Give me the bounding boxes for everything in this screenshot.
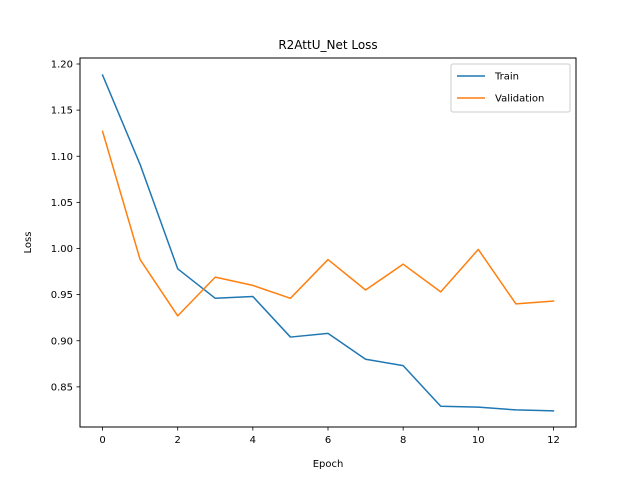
y-tick-label: 0.90 [51, 336, 73, 347]
x-tick-label: 4 [250, 435, 256, 446]
x-axis-label: Epoch [313, 459, 344, 470]
legend: Train Validation [450, 63, 571, 113]
x-tick-label: 6 [325, 435, 331, 446]
x-tick-label: 2 [175, 435, 181, 446]
y-tick-label: 1.10 [51, 152, 73, 163]
legend-items: Train Validation [457, 72, 544, 105]
series-line-validation [101, 130, 555, 317]
y-axis-label: Loss [23, 232, 34, 254]
plot-area: 0 2 4 6 8 10 12 0.85 0.90 0.95 1.00 1.05 1.10 1.15 1.… [51, 57, 577, 446]
series-line-train [101, 74, 555, 412]
y-axis-ticks: 0.85 0.90 0.95 1.00 1.05 1.10 1.15 1.20 [51, 60, 80, 393]
y-tick-label: 0.85 [51, 382, 73, 393]
y-tick-label: 1.20 [51, 60, 73, 71]
y-tick-label: 0.95 [51, 290, 73, 301]
y-tick-label: 1.15 [51, 106, 73, 117]
legend-label-train: Train [494, 72, 519, 83]
series-layer [101, 74, 555, 412]
x-tick-label: 8 [400, 435, 406, 446]
x-tick-label: 12 [547, 435, 560, 446]
x-tick-label: 0 [99, 435, 105, 446]
y-tick-label: 1.05 [51, 198, 73, 209]
legend-label-validation: Validation [495, 94, 544, 105]
x-axis-ticks: 0 2 4 6 8 10 12 [99, 427, 560, 446]
y-tick-label: 1.00 [51, 244, 73, 255]
x-tick-label: 10 [472, 435, 485, 446]
chart-title: R2AttU_Net Loss [278, 38, 377, 52]
